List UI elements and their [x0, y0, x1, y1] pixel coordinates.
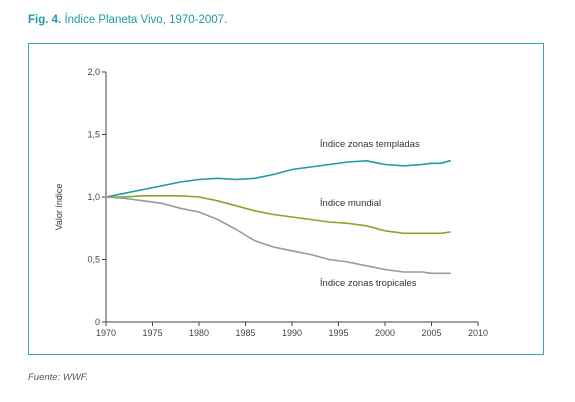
y-tick-label: 2,0: [87, 67, 100, 77]
series-line: [105, 196, 451, 275]
x-tick-label: 2010: [468, 328, 488, 338]
y-axis-label: Valor índice: [54, 184, 64, 231]
series-label: Índice mundial: [320, 198, 381, 209]
series-labels: Índice zonas templadas Índice mundial Índi…: [320, 139, 420, 289]
x-tick-label: 2000: [375, 328, 395, 338]
chart-frame: [28, 43, 544, 355]
figure-caption: Fig. 4. Índice Planeta Vivo, 1970-2007.: [28, 14, 227, 26]
y-tick-label: 1,5: [87, 130, 100, 140]
y-tick-label: 0: [95, 317, 100, 327]
x-tick-label: 1995: [328, 328, 348, 338]
chart-axes: 1970 1975 1980 1985 1990 1995 2000 2005 2010 0 0,5…: [54, 67, 488, 338]
x-tick-label: 1980: [189, 328, 209, 338]
y-tick-label: 1,0: [87, 192, 100, 202]
figure-number: Fig. 4.: [28, 14, 62, 26]
x-tick-label: 2005: [421, 328, 441, 338]
series-line: [105, 160, 451, 198]
chart-series: [105, 160, 451, 275]
x-tick-label: 1970: [96, 328, 116, 338]
figure-source: Fuente: WWF.: [28, 372, 89, 383]
x-tick-label: 1985: [235, 328, 255, 338]
series-label: Índice zonas templadas: [320, 139, 420, 150]
x-tick-label: 1975: [142, 328, 162, 338]
series-line: [105, 195, 451, 235]
x-tick-label: 1990: [282, 328, 302, 338]
series-label: Índice zonas tropicales: [320, 278, 417, 289]
y-tick-label: 0,5: [87, 255, 100, 265]
figure-title: Índice Planeta Vivo, 1970-2007.: [64, 14, 228, 26]
